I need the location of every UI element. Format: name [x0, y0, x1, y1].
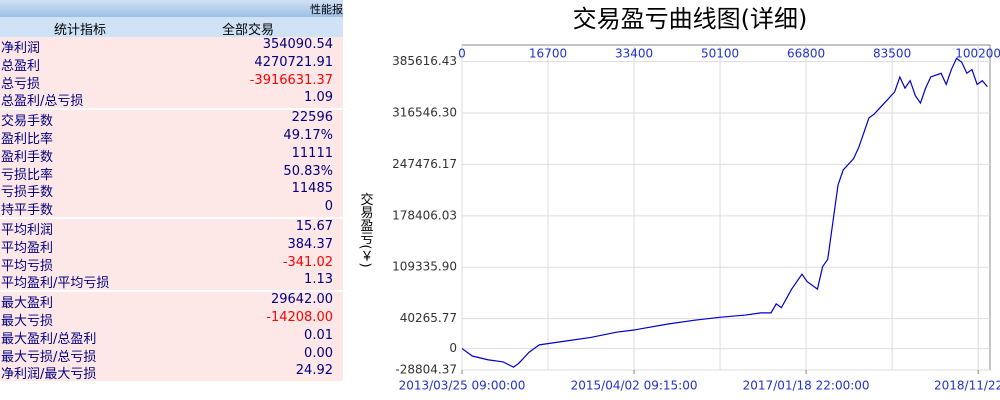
y-tick-label: 316546.30 — [392, 106, 457, 120]
metric-name: 交易手数 — [1, 114, 54, 130]
chart: 交易盈亏曲线图(详细) 交易盈亏(￥) 385616.43 316546.30 24… — [358, 5, 1000, 393]
x-tick-label: 0 — [458, 47, 466, 61]
x-date-label: 2017/01/18 22:00:00 — [743, 379, 870, 393]
x-tick-label: 66800 — [787, 47, 825, 61]
metric-value: -14208.00 — [266, 310, 333, 325]
metric-value: 11111 — [291, 145, 333, 161]
table-row: 总亏损 -3916631.37 — [0, 72, 343, 92]
x-tick-label: 50100 — [701, 47, 739, 61]
metric-name: 总亏损 — [1, 76, 41, 92]
x-tick-label: 33400 — [615, 47, 653, 61]
y-axis-label: 交易盈亏(￥) — [358, 192, 374, 268]
metric-name: 平均利润 — [1, 223, 54, 238]
metric-name: 平均盈利/平均亏损 — [1, 276, 110, 292]
metric-value: 11485 — [291, 181, 333, 197]
metric-name: 总盈利 — [1, 58, 41, 74]
metric-value: 50.83% — [283, 163, 333, 179]
metric-name: 盈利比率 — [1, 132, 54, 147]
metric-value: 354090.54 — [262, 37, 333, 52]
metric-name: 净利润/最大亏损 — [1, 367, 97, 383]
metric-value: 24.92 — [295, 363, 333, 379]
metric-value: -341.02 — [282, 254, 333, 270]
table-row: 总盈利/总亏损 1.09 — [0, 90, 343, 110]
metric-value: 0.01 — [304, 327, 333, 343]
metric-value: 4270721.91 — [254, 54, 333, 70]
table-row: 盈利比率 49.17% — [0, 128, 343, 147]
table-row: 平均亏损 -341.02 — [0, 254, 343, 274]
table-row: 盈利手数 11111 — [0, 145, 343, 165]
y-tick-label: 247476.17 — [392, 157, 457, 171]
header-cell: 统计指标 — [54, 23, 107, 38]
stats-panel: 性能报 统计指标 全部交易 净利润 354090.54 总盈利 4270721.91 总… — [0, 0, 343, 400]
equity-line — [461, 57, 988, 368]
y-tick-label: 109335.90 — [392, 260, 457, 274]
y-tick-label: -28804.37 — [395, 363, 457, 377]
table-row: 最大亏损 -14208.00 — [0, 310, 343, 329]
x-tick-label: 100200 — [955, 47, 1000, 61]
table-row: 持平手数 0 — [0, 199, 343, 219]
metric-name: 最大盈利 — [1, 296, 54, 312]
table-row: 净利润/最大亏损 24.92 — [0, 363, 343, 383]
metric-name: 平均亏损 — [1, 258, 54, 274]
table-row: 平均盈利/平均亏损 1.13 — [0, 272, 343, 292]
table-row: 总盈利 4270721.91 — [0, 54, 343, 74]
x-date-label: 2013/03/25 09:00:00 — [399, 379, 526, 393]
table-row: 平均利润 15.67 — [0, 219, 343, 238]
metric-value: 384.37 — [287, 236, 334, 252]
metric-value: 0 — [324, 199, 333, 215]
header-cell: 全部交易 — [222, 23, 275, 38]
table-row: 最大盈利/总盈利 0.01 — [0, 327, 343, 347]
metric-name: 最大亏损/总亏损 — [1, 349, 97, 365]
metric-value: 22596 — [291, 110, 333, 126]
panel-title: 性能报 — [310, 3, 343, 16]
panel-header: 性能报 — [0, 0, 343, 17]
metric-value: -3916631.37 — [249, 72, 333, 88]
metric-name: 盈利手数 — [1, 149, 54, 165]
x-tick-label: 16700 — [529, 47, 567, 61]
x-tick-label: 83500 — [873, 47, 911, 61]
y-tick-label: 385616.43 — [392, 54, 457, 68]
metric-name: 总盈利/总亏损 — [1, 94, 84, 110]
metric-value: 29642.00 — [270, 292, 333, 308]
table-row: 净利润 354090.54 — [0, 37, 343, 56]
table-row: 平均盈利 384.37 — [0, 236, 343, 256]
y-tick-label: 178406.03 — [392, 208, 457, 222]
table-header: 统计指标 全部交易 — [0, 17, 343, 38]
x-date-label: 2018/11/22 11 — [934, 379, 1000, 393]
y-tick-label: 40265.77 — [400, 311, 457, 325]
metric-name: 持平手数 — [1, 203, 54, 219]
table-row: 亏损手数 11485 — [0, 181, 343, 201]
table-row: 亏损比率 50.83% — [0, 163, 343, 183]
metric-name: 亏损比率 — [1, 167, 54, 183]
metric-name: 最大亏损 — [1, 314, 54, 329]
plot-area — [461, 44, 991, 371]
metric-name: 平均盈利 — [1, 240, 54, 256]
y-tick-label: 0 — [449, 341, 457, 355]
table-row: 最大亏损/总亏损 0.00 — [0, 345, 343, 365]
x-date-label: 2015/04/02 09:15:00 — [571, 379, 698, 393]
metric-name: 最大盈利/总盈利 — [1, 331, 97, 347]
metric-value: 49.17% — [283, 128, 333, 143]
metric-value: 0.00 — [304, 345, 333, 361]
chart-title: 交易盈亏曲线图(详细) — [573, 5, 808, 33]
metric-name: 净利润 — [1, 41, 41, 56]
metric-value: 1.09 — [304, 90, 333, 106]
table-row: 最大盈利 29642.00 — [0, 292, 343, 312]
metric-value: 15.67 — [295, 219, 333, 234]
metric-value: 1.13 — [304, 272, 333, 288]
metric-name: 亏损手数 — [1, 185, 54, 201]
table-row: 交易手数 22596 — [0, 110, 343, 130]
